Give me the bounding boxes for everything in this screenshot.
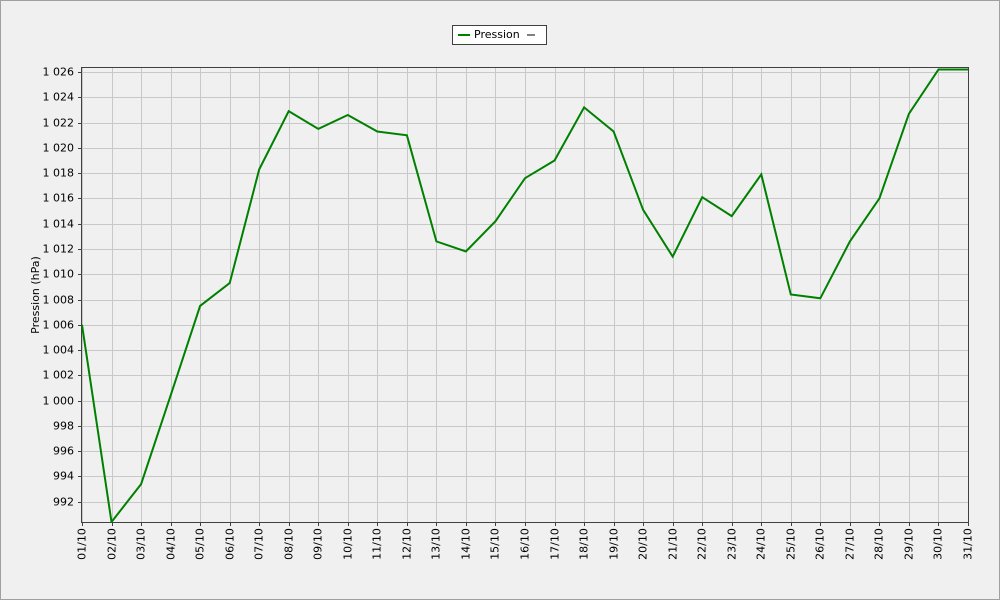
- y-tick-label: 1 026: [43, 66, 75, 79]
- y-tick-label: 1 002: [43, 369, 75, 382]
- x-tick-label: 19/10: [608, 528, 621, 560]
- x-tick-label: 07/10: [253, 528, 266, 560]
- x-tick-label: 10/10: [342, 528, 355, 560]
- x-tick-label: 31/10: [962, 528, 975, 560]
- x-tick-label: 03/10: [135, 528, 148, 560]
- y-tick-label: 1 008: [43, 294, 75, 307]
- grid: [82, 67, 969, 522]
- y-tick-label: 1 018: [43, 167, 75, 180]
- x-tick-label: 22/10: [696, 528, 709, 560]
- x-tick-label: 17/10: [549, 528, 562, 560]
- y-tick-label: 1 010: [43, 268, 75, 281]
- x-tick-label: 16/10: [519, 528, 532, 560]
- x-tick-label: 05/10: [194, 528, 207, 560]
- y-tick-label: 994: [53, 470, 74, 483]
- x-tick-label: 06/10: [224, 528, 237, 560]
- x-tick-label: 13/10: [430, 528, 443, 560]
- legend-box: [452, 25, 547, 45]
- x-tick-label: 29/10: [903, 528, 916, 560]
- x-tick-label: 26/10: [814, 528, 827, 560]
- data-line: [81, 68, 968, 523]
- x-tick-label: 04/10: [165, 528, 178, 560]
- x-tick-label: 30/10: [932, 528, 945, 560]
- x-tick-label: 27/10: [844, 528, 857, 560]
- plot: [81, 68, 968, 523]
- x-tick-label: 02/10: [106, 528, 119, 560]
- x-tick-label: 15/10: [489, 528, 502, 560]
- x-tick-label: 08/10: [283, 528, 296, 560]
- x-tick-label: 14/10: [460, 528, 473, 560]
- x-tick-label: 23/10: [726, 528, 739, 560]
- legend: Pression: [452, 25, 547, 45]
- legend-label[interactable]: Pression: [474, 28, 520, 41]
- x-tick-label: 09/10: [312, 528, 325, 560]
- labels: 992 994 996 998 1 000 1 002 1 004 1 006 1 008 1 0…: [43, 66, 975, 560]
- x-tick-label: 01/10: [76, 528, 89, 560]
- y-tick-label: 1 012: [43, 243, 75, 256]
- y-tick-label: 1 014: [43, 218, 75, 231]
- x-tick-label: 18/10: [578, 528, 591, 560]
- y-axis-label: Pression (hPa): [29, 256, 42, 334]
- x-tick-label: 11/10: [371, 528, 384, 560]
- x-tick-label: 21/10: [667, 528, 680, 560]
- x-tick-label: 20/10: [637, 528, 650, 560]
- y-tick-label: 1 004: [43, 344, 75, 357]
- y-tick-label: 1 000: [43, 395, 75, 408]
- y-tick-label: 1 020: [43, 142, 75, 155]
- x-tick-label: 12/10: [401, 528, 414, 560]
- y-tick-label: 996: [53, 445, 74, 458]
- y-tick-label: 1 022: [43, 117, 75, 130]
- y-tick-label: 992: [53, 496, 74, 509]
- y-tick-label: 1 006: [43, 319, 75, 332]
- x-tick-label: 24/10: [755, 528, 768, 560]
- y-tick-label: 1 024: [43, 91, 75, 104]
- y-tick-label: 998: [53, 420, 74, 433]
- y-tick-label: 1 016: [43, 192, 75, 205]
- x-tick-label: 28/10: [873, 528, 886, 560]
- x-tick-label: 25/10: [785, 528, 798, 560]
